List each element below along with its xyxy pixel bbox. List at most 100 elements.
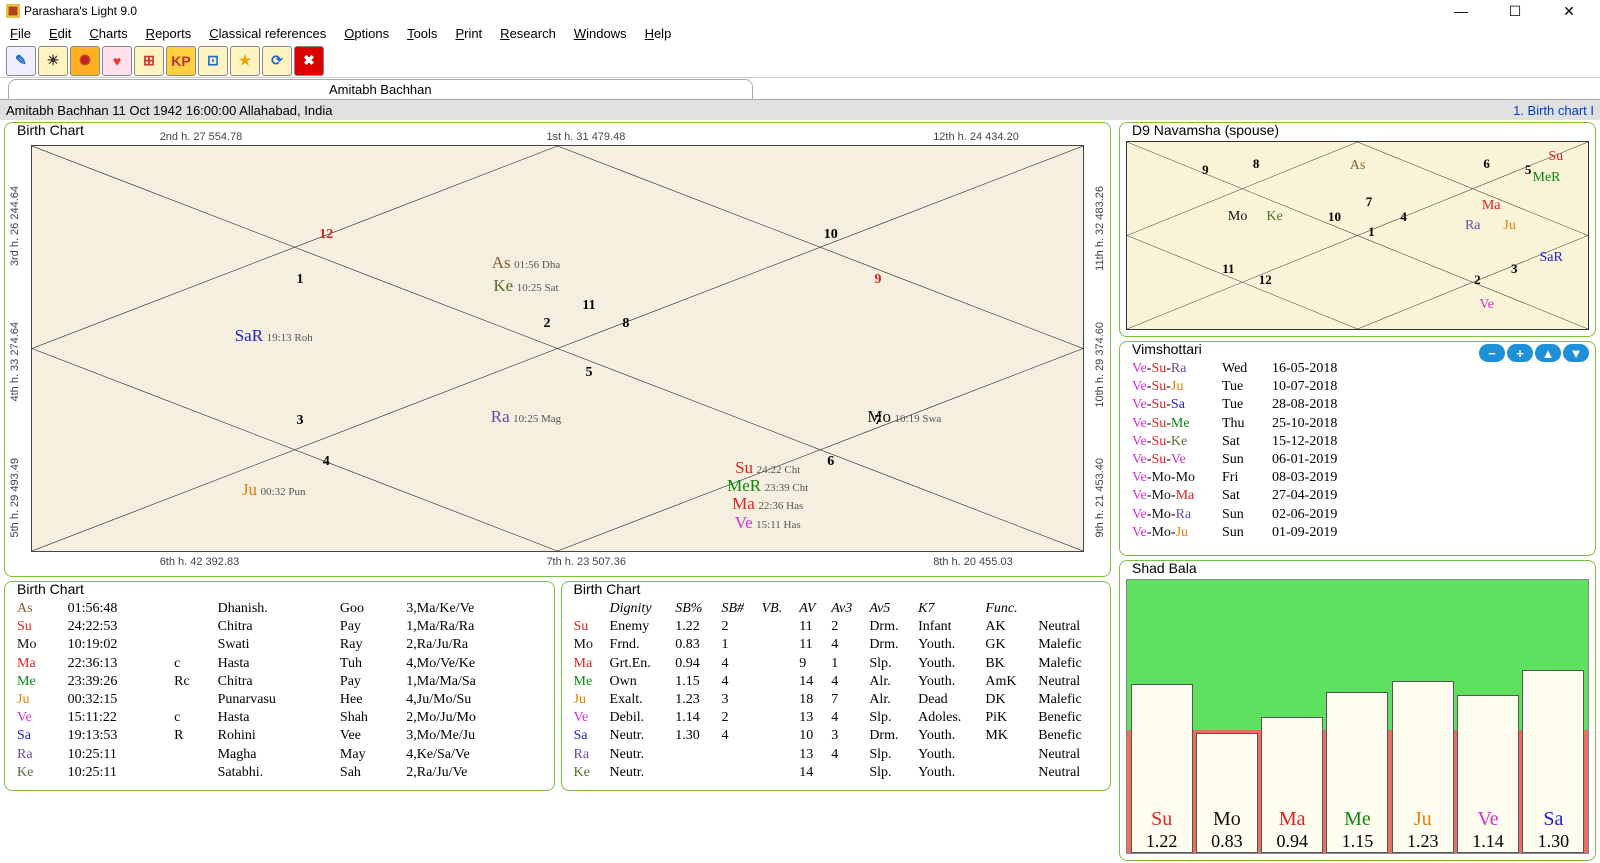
vim-plus-button[interactable]: + <box>1507 344 1533 362</box>
planet-su: Su 24:22 Cht <box>735 458 800 478</box>
house-number: 12 <box>319 227 333 243</box>
house-number: 9 <box>1202 162 1209 178</box>
planet-table-1-panel: Birth Chart As01:56:48Dhanish.Goo3,Ma/Ke… <box>4 581 555 791</box>
house-number: 8 <box>622 316 629 332</box>
outer-label: 1st h. 31 479.48 <box>546 131 625 143</box>
menu-charts[interactable]: Charts <box>89 26 127 41</box>
planet-ke: Ke 10:25 Sat <box>493 276 558 296</box>
vim-down-button[interactable]: ▼ <box>1563 344 1589 362</box>
vimshottari-table: Ve-Su-RaWed16-05-2018Ve-Su-JuTue10-07-20… <box>1128 360 1587 542</box>
toolbar-button-8[interactable]: ⟳ <box>262 46 292 76</box>
menu-windows[interactable]: Windows <box>574 26 627 41</box>
birth-info: Amitabh Bachhan 11 Oct 1942 16:00:00 All… <box>6 103 332 118</box>
menu-classical-references[interactable]: Classical references <box>209 26 326 41</box>
outer-label: 9th h. 21 453.40 <box>1094 458 1106 538</box>
toolbar-button-4[interactable]: ⊞ <box>134 46 164 76</box>
menu-edit[interactable]: Edit <box>49 26 71 41</box>
menu-research[interactable]: Research <box>500 26 556 41</box>
shad-bala-panel: Shad Bala Su1.22Mo0.83Ma0.94Me1.15Ju1.23… <box>1119 560 1596 861</box>
toolbar: ✎☀✺♥⊞KP⊡★⟳✖ <box>0 44 1600 78</box>
toolbar-button-7[interactable]: ★ <box>230 46 260 76</box>
menu-help[interactable]: Help <box>645 26 672 41</box>
planet-sar: SaR 19:13 Roh <box>235 326 313 346</box>
house-number: 10 <box>824 227 838 243</box>
menu-file[interactable]: File <box>10 26 31 41</box>
menu-print[interactable]: Print <box>455 26 482 41</box>
house-number: 4 <box>323 454 330 470</box>
toolbar-button-5[interactable]: KP <box>166 46 196 76</box>
table-row: Ra10:25:11MaghaMay4,Ke/Sa/Ve <box>13 746 546 764</box>
table-row: Ma22:36:13cHastaTuh4,Mo/Ve/Ke <box>13 655 546 673</box>
house-number: 2 <box>1474 272 1481 288</box>
house-number: 9 <box>875 272 882 288</box>
house-number: 1 <box>1368 224 1375 240</box>
close-button[interactable]: ✕ <box>1554 3 1584 20</box>
house-number: 10 <box>1328 209 1341 225</box>
menu-tools[interactable]: Tools <box>407 26 437 41</box>
house-number: 6 <box>1483 156 1490 172</box>
planet-ra: Ra 10:25 Mag <box>491 407 561 427</box>
toolbar-button-6[interactable]: ⊡ <box>198 46 228 76</box>
house-number: 4 <box>1400 209 1407 225</box>
table-row: Ve-Mo-MaSat27-04-2019 <box>1128 487 1587 505</box>
toolbar-button-3[interactable]: ♥ <box>102 46 132 76</box>
outer-label: 3rd h. 26 244.64 <box>9 186 21 266</box>
toolbar-button-1[interactable]: ☀ <box>38 46 68 76</box>
table-row: Ve15:11:22cHastaShah2,Mo/Ju/Mo <box>13 709 546 727</box>
info-bar: Amitabh Bachhan 11 Oct 1942 16:00:00 All… <box>0 100 1600 120</box>
planet-ve: Ve 15:11 Has <box>735 513 801 533</box>
table-row: Ve-Su-RaWed16-05-2018 <box>1128 360 1587 378</box>
table-row: MeOwn1.154144Alr.Youth.AmKNeutral <box>570 673 1103 691</box>
panel-title: Birth Chart <box>13 122 88 138</box>
table-row: Sa19:13:53RRohiniVee3,Mo/Me/Ju <box>13 727 546 745</box>
table-row: Mo10:19:02SwatiRay2,Ra/Ju/Ra <box>13 636 546 654</box>
table-row: MoFrnd.0.831114Drm.Youth.GKMalefic <box>570 636 1103 654</box>
toolbar-button-0[interactable]: ✎ <box>6 46 36 76</box>
planet-table-1: As01:56:48Dhanish.Goo3,Ma/Ke/VeSu24:22:5… <box>13 600 546 782</box>
outer-label: 4th h. 33 274.64 <box>9 322 21 402</box>
maximize-button[interactable]: ☐ <box>1500 3 1530 20</box>
menu-reports[interactable]: Reports <box>146 26 192 41</box>
menu-bar: File Edit Charts Reports Classical reference… <box>0 22 1600 44</box>
outer-label: 7th h. 23 507.36 <box>546 556 626 568</box>
table-row: Ve-Su-SaTue28-08-2018 <box>1128 396 1587 414</box>
planet-mo: Mo <box>1228 209 1247 225</box>
tab-person[interactable]: Amitabh Bachhan <box>8 79 753 99</box>
table-row: Ve-Su-KeSat15-12-2018 <box>1128 433 1587 451</box>
vim-up-button[interactable]: ▲ <box>1535 344 1561 362</box>
panel-title: Shad Bala <box>1128 560 1201 576</box>
house-number: 1 <box>297 272 304 288</box>
panel-title: Birth Chart <box>570 581 645 597</box>
table-row: Ve-Mo-RaSun02-06-2019 <box>1128 506 1587 524</box>
vim-minus-button[interactable]: − <box>1479 344 1505 362</box>
table-row: VeDebil.1.142134Slp.Adoles.PiKBenefic <box>570 709 1103 727</box>
house-number: 11 <box>1222 261 1234 277</box>
table-row: SaNeutr.1.304103Drm.Youth.MKBenefic <box>570 727 1103 745</box>
panel-title: Birth Chart <box>13 581 88 597</box>
shad-bala-chart: Su1.22Mo0.83Ma0.94Me1.15Ju1.23Ve1.14Sa1.… <box>1126 579 1589 854</box>
house-number: 5 <box>586 365 593 381</box>
outer-label: 6th h. 42 392.83 <box>160 556 240 568</box>
house-number: 2 <box>543 316 550 332</box>
menu-options[interactable]: Options <box>344 26 389 41</box>
house-number: 5 <box>1525 162 1532 178</box>
toolbar-button-9[interactable]: ✖ <box>294 46 324 76</box>
table-row: Ve-Su-MeThu25-10-2018 <box>1128 415 1587 433</box>
table-row: MaGrt.En.0.94491Slp.Youth.BKMalefic <box>570 655 1103 673</box>
minimize-button[interactable]: — <box>1446 3 1476 20</box>
house-number: 7 <box>1366 194 1373 210</box>
house-number: 12 <box>1259 272 1272 288</box>
table-row: KeNeutr.14Slp.Youth.Neutral <box>570 764 1103 782</box>
planet-as: As <box>1350 158 1366 174</box>
birth-chart-panel: Birth Chart 112211109358476As 01:56 DhaK… <box>4 122 1111 577</box>
navamsha-panel: D9 Navamsha (spouse) 986510741111223AsSu… <box>1119 122 1596 337</box>
outer-label: 8th h. 20 455.03 <box>933 556 1013 568</box>
table-row: Ve-Mo-MoFri08-03-2019 <box>1128 469 1587 487</box>
table-row: Me23:39:26RcChitraPay1,Ma/Ma/Sa <box>13 673 546 691</box>
planet-ra: Ra <box>1465 218 1481 234</box>
table-row: As01:56:48Dhanish.Goo3,Ma/Ke/Ve <box>13 600 546 618</box>
toolbar-button-2[interactable]: ✺ <box>70 46 100 76</box>
shad-bar-sa: Sa1.30 <box>1522 670 1584 853</box>
table-row: RaNeutr.134Slp.Youth.Neutral <box>570 746 1103 764</box>
outer-label: 10th h. 29 374.60 <box>1094 322 1106 408</box>
